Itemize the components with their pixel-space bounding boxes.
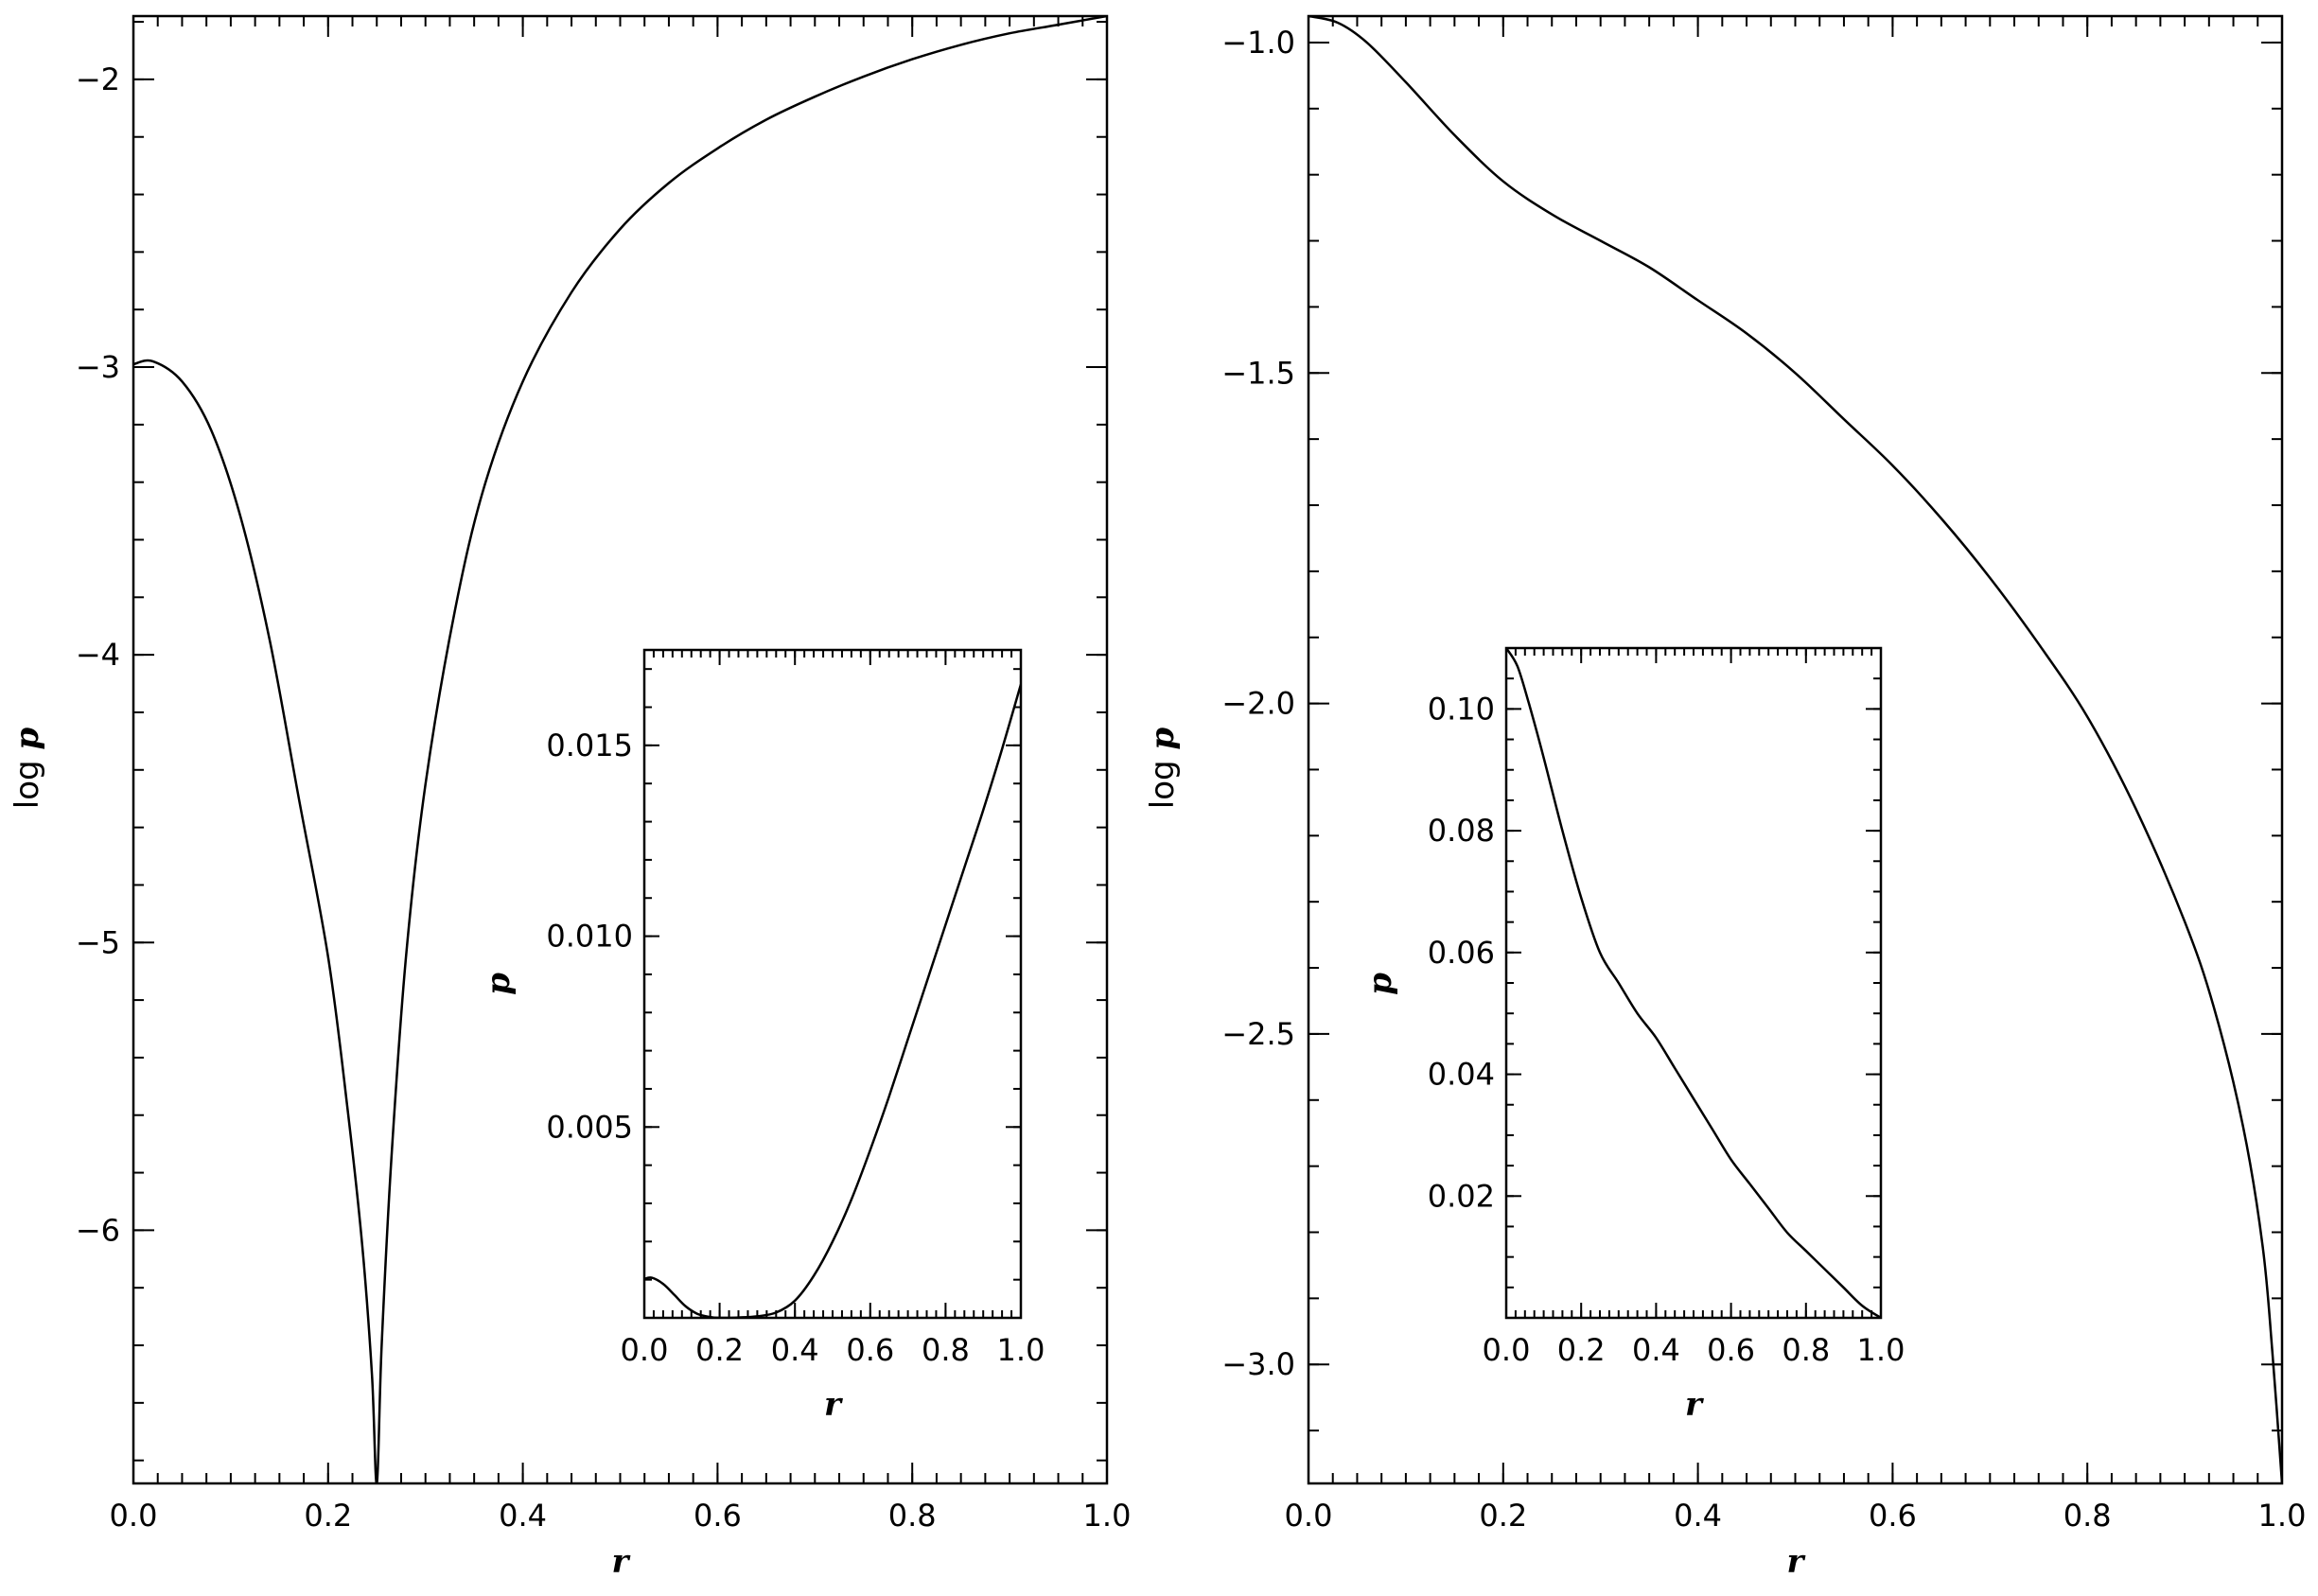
chart-left-inset: 0.0 0.2 0.4 0.6 0.8 1.0 0.005 0.010 0.015 r p [480,648,1045,1424]
y-axis-label-var: p [480,973,518,995]
x-tick-label: 0.4 [1632,1332,1680,1368]
plot-frame [1307,14,2284,1485]
y-tick-label: 0.02 [1428,1178,1495,1214]
y-axis-label: log p [9,728,46,810]
x-tick-label: 0.8 [922,1332,970,1368]
y-axis-label-prefix: log [9,750,46,810]
y-axis-label: log p [1144,728,1182,810]
y-axis-label-prefix: log [1144,750,1182,810]
y-axis-label: p [480,973,518,995]
y-tick-label: 0.005 [546,1109,633,1145]
y-axis-label-var: p [1361,973,1399,995]
x-axis-label: r [824,1386,843,1424]
x-tick-label: 0.2 [695,1332,744,1368]
y-tick-label: 0.10 [1428,691,1495,727]
series-line [644,683,1021,1318]
series-line [133,16,1107,1483]
y-tick-label: 0.010 [546,919,633,955]
x-tick-label: 1.0 [997,1332,1045,1368]
x-tick-label: 0.4 [1674,1498,1722,1534]
x-tick-label: 0.2 [1557,1332,1606,1368]
y-tick-label: −1.0 [1221,25,1295,61]
x-tick-label: 0.0 [1285,1498,1333,1534]
y-tick-label: −2.5 [1221,1016,1295,1052]
y-tick-label: −2 [76,61,120,97]
y-tick-label: −5 [76,924,120,960]
y-tick-label: 0.06 [1428,935,1495,971]
y-tick-label: −3 [76,349,120,385]
y-tick-label: −6 [76,1212,120,1248]
x-tick-label: 0.6 [1707,1332,1755,1368]
x-tick-label: 0.0 [1483,1332,1531,1368]
x-tick-label: 0.4 [771,1332,819,1368]
plot-frame [1504,646,1883,1320]
chart-right-inset: 0.0 0.2 0.4 0.6 0.8 1.0 0.02 0.04 0.06 0.08 0.10 r p [1361,646,1905,1424]
x-axis-label: r [1787,1543,1806,1581]
x-tick-label: 1.0 [2258,1498,2307,1534]
y-axis-label: p [1361,973,1399,995]
x-tick-label: 0.8 [1782,1332,1830,1368]
y-tick-label: −2.0 [1221,686,1295,722]
x-tick-label: 0.2 [304,1498,352,1534]
x-tick-label: 0.6 [694,1498,742,1534]
y-axis-label-var: p [1144,728,1182,750]
x-tick-label: 0.4 [499,1498,547,1534]
x-tick-label: 0.0 [110,1498,158,1534]
y-tick-label: 0.04 [1428,1057,1495,1093]
x-tick-label: 0.6 [846,1332,894,1368]
y-tick-label: 0.015 [546,728,633,763]
plot-frame [642,648,1023,1320]
x-tick-label: 1.0 [1857,1332,1905,1368]
plot-area [644,650,1021,1318]
y-tick-label: −1.5 [1221,355,1295,391]
x-tick-label: 0.8 [888,1498,937,1534]
x-axis-label: r [1685,1386,1704,1424]
y-tick-label: 0.08 [1428,813,1495,849]
x-tick-label: 1.0 [1083,1498,1132,1534]
x-tick-label: 0.8 [2063,1498,2112,1534]
series-line [1308,16,2282,1483]
series-line [1506,648,1881,1318]
y-tick-label: −4 [76,637,120,673]
plot-area [1506,648,1881,1318]
y-axis-label-var: p [9,728,46,750]
y-tick-label: −3.0 [1221,1346,1295,1382]
x-tick-label: 0.2 [1479,1498,1527,1534]
plot-frame [132,14,1109,1485]
x-tick-label: 0.0 [621,1332,669,1368]
x-axis-label: r [612,1543,631,1581]
x-tick-label: 0.6 [1869,1498,1917,1534]
